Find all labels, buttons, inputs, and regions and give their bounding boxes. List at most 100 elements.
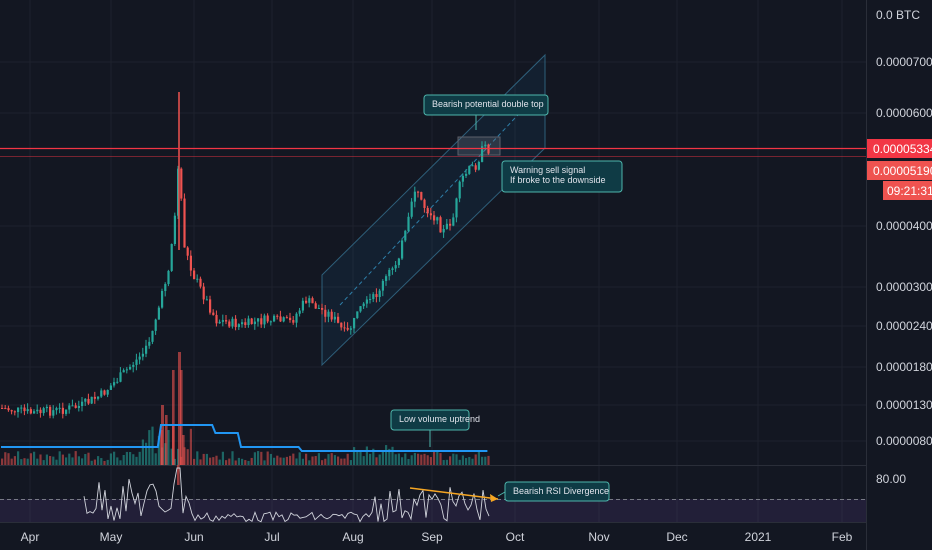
candle-body <box>26 409 29 412</box>
time-tick-label: Apr <box>21 530 40 544</box>
volume-bar <box>100 458 103 465</box>
candle-body <box>266 315 269 322</box>
volume-bar <box>106 459 109 465</box>
volume-bar <box>439 453 442 465</box>
candle-body <box>455 198 458 218</box>
candle-body <box>465 173 468 176</box>
low-volume-note-box[interactable] <box>390 409 470 431</box>
candle-body <box>68 405 71 410</box>
volume-bar <box>247 460 250 465</box>
candle-body <box>202 286 205 300</box>
double-top-zone <box>457 136 501 156</box>
candle-body <box>52 410 55 416</box>
volume-bar <box>378 454 381 465</box>
volume-bar <box>87 452 90 465</box>
volume-spike <box>177 465 180 485</box>
volume-bar <box>445 459 448 465</box>
candle-body <box>189 255 192 271</box>
volume-bar <box>221 451 224 465</box>
candle-body <box>471 165 474 167</box>
volume-bar <box>125 451 128 465</box>
candle-body <box>237 324 240 328</box>
volume-bar <box>266 451 269 465</box>
chart-annotations: Bearish potential double top Warning sell… <box>390 94 623 502</box>
volume-bar <box>228 458 231 465</box>
candle-body <box>330 311 333 320</box>
candle-body <box>353 318 356 329</box>
double-top-note-box[interactable] <box>423 94 549 116</box>
volume-bar <box>109 453 112 465</box>
volume-bar <box>39 454 42 465</box>
candle-body <box>199 278 202 287</box>
volume-bar <box>42 460 45 465</box>
candle-body <box>260 318 263 325</box>
volume-bar <box>212 457 215 465</box>
candle-body <box>173 215 176 245</box>
candle-body <box>484 144 487 147</box>
candle-body <box>157 307 160 320</box>
candle-body <box>244 322 247 326</box>
candle-body <box>356 311 359 319</box>
candle-body <box>71 405 74 407</box>
candle-body <box>474 165 477 170</box>
candle-body <box>442 228 445 233</box>
candle-body <box>170 244 173 271</box>
volume-bar <box>167 430 170 465</box>
volume-bar <box>481 456 484 465</box>
candle-body <box>250 318 253 325</box>
volume-bar <box>484 456 487 465</box>
volume-bar <box>337 456 340 465</box>
rsi-divergence-note-box[interactable] <box>504 481 610 502</box>
volume-bar <box>375 457 378 465</box>
candle-body <box>458 181 461 199</box>
candle-body <box>7 408 10 411</box>
candle-body <box>180 168 183 199</box>
candle-body <box>289 317 292 321</box>
candle-body <box>401 240 404 259</box>
candle-body <box>196 278 199 280</box>
candle-body <box>461 175 464 182</box>
volume-bar <box>436 451 439 465</box>
volume-bar <box>311 456 314 465</box>
candle-body <box>90 396 93 404</box>
sell-signal-note-box[interactable] <box>501 160 623 193</box>
volume-bar <box>196 451 199 465</box>
candle-body <box>109 385 112 390</box>
volume-bar <box>455 454 458 465</box>
volume-spike <box>161 405 164 465</box>
candle-body <box>269 321 272 323</box>
candle-body <box>97 396 100 399</box>
volume-bar <box>385 445 388 465</box>
volume-bar <box>333 455 336 465</box>
volume-bar <box>154 453 157 465</box>
candle-body <box>385 276 388 281</box>
candle-body <box>58 407 61 409</box>
candle-body <box>481 146 484 162</box>
volume-spike <box>165 415 168 465</box>
rsi-divergence-note-text: Bearish RSI Divergence <box>513 486 609 496</box>
candle-body <box>161 290 164 308</box>
candle-body <box>193 270 196 280</box>
volume-bar <box>90 460 93 465</box>
volume-bar <box>474 454 477 465</box>
candle-body <box>279 316 282 322</box>
candle-body <box>164 284 167 291</box>
volume-bar <box>433 451 436 465</box>
candle-body <box>298 310 301 314</box>
candle-body <box>61 407 64 414</box>
volume-bar <box>269 453 272 465</box>
time-axis[interactable]: Apr May Jun Jul Aug Sep Oct Nov Dec 2021 Feb <box>21 530 853 544</box>
volume-spike <box>182 435 185 465</box>
candle-body <box>205 299 208 301</box>
candle-body <box>407 216 410 231</box>
time-tick-label: Jun <box>184 530 203 544</box>
volume-bar <box>401 457 404 465</box>
volume-bar <box>209 457 212 465</box>
